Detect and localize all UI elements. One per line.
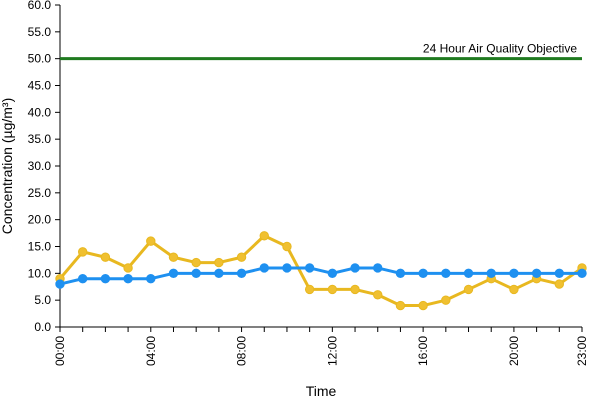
- series-2-point: [509, 268, 519, 279]
- series-2-point: [304, 263, 315, 273]
- series-2-point: [486, 268, 496, 279]
- reference-line-group: 24 Hour Air Quality Objective: [60, 42, 582, 61]
- x-tick-label: 00:00: [53, 336, 67, 366]
- series-2-point: [373, 263, 383, 273]
- series-1-point: [214, 257, 224, 268]
- series-1-point: [304, 284, 315, 295]
- x-tick-label: 12:00: [325, 336, 339, 366]
- series-2-point: [418, 268, 428, 279]
- y-tick-label: 0.0: [34, 320, 51, 334]
- y-axis-title: Concentration (µg/m³): [0, 98, 15, 234]
- series-2-point: [441, 268, 451, 279]
- x-tick-label: 08:00: [235, 336, 249, 366]
- y-tick-label: 20.0: [28, 213, 52, 227]
- series-1-point: [418, 300, 428, 311]
- series-1-point: [509, 284, 519, 295]
- series-1-point: [259, 231, 269, 241]
- y-axis-ticks: 0.0 5.0 10.0 15.0 20.0 25.0 30.0 35.0 40.0 45.0 50…: [28, 0, 60, 334]
- series-1-point: [236, 252, 247, 262]
- series-2-point: [259, 263, 269, 273]
- series-2-point: [100, 274, 111, 284]
- y-tick-label: 60.0: [28, 0, 52, 12]
- series-2-point: [191, 268, 201, 279]
- y-tick-label: 30.0: [28, 159, 52, 173]
- series-2-point: [146, 274, 156, 284]
- series-2-point: [350, 263, 360, 273]
- series-1-point: [441, 295, 451, 305]
- series-2-point: [77, 274, 88, 284]
- series-1-point: [282, 241, 292, 252]
- series-1-point: [350, 284, 360, 295]
- x-tick-label: 23:00: [575, 336, 589, 366]
- series-2-point: [463, 268, 474, 279]
- y-tick-label: 55.0: [28, 25, 52, 39]
- series-1-point: [373, 290, 383, 300]
- x-tick-label: 20:00: [507, 336, 521, 366]
- x-axis-title: Time: [306, 383, 337, 399]
- air-quality-objective-label: 24 Hour Air Quality Objective: [423, 42, 577, 56]
- x-tick-label: 16:00: [416, 336, 430, 366]
- series-2-point: [327, 268, 338, 279]
- series-1-point: [395, 300, 406, 311]
- series-2-point: [123, 274, 133, 284]
- series-1-point: [77, 247, 88, 257]
- series-2-point: [531, 268, 542, 279]
- series-1-point: [554, 279, 565, 289]
- y-tick-label: 50.0: [28, 52, 52, 66]
- series-1-point: [100, 252, 111, 262]
- y-tick-label: 5.0: [34, 293, 51, 307]
- y-tick-label: 40.0: [28, 105, 52, 119]
- series-2-line: [59, 266, 582, 286]
- y-tick-label: 45.0: [28, 79, 52, 93]
- y-tick-label: 25.0: [28, 186, 52, 200]
- series-2-point: [577, 268, 587, 279]
- series-2-point: [168, 268, 179, 279]
- series-group: [55, 231, 587, 311]
- series-2-point: [55, 279, 65, 289]
- y-tick-label: 35.0: [28, 132, 52, 146]
- series-1-point: [168, 252, 179, 262]
- series-2-point: [554, 268, 565, 279]
- series-2-point: [395, 268, 406, 279]
- series-2-point: [236, 268, 247, 279]
- series-1-point: [191, 257, 201, 268]
- series-2-point: [282, 263, 292, 273]
- x-tick-label: 04:00: [144, 336, 158, 366]
- series-1-point: [123, 263, 133, 273]
- y-tick-label: 15.0: [28, 240, 52, 254]
- x-axis-ticks: 00:00 04:00 08:00 12:00 16:00 20:00 23:00: [53, 327, 589, 366]
- y-tick-label: 10.0: [28, 266, 52, 280]
- series-1-point: [327, 284, 338, 295]
- series-1-point: [146, 236, 156, 246]
- series-1-point: [463, 284, 474, 295]
- series-2-point: [214, 268, 224, 279]
